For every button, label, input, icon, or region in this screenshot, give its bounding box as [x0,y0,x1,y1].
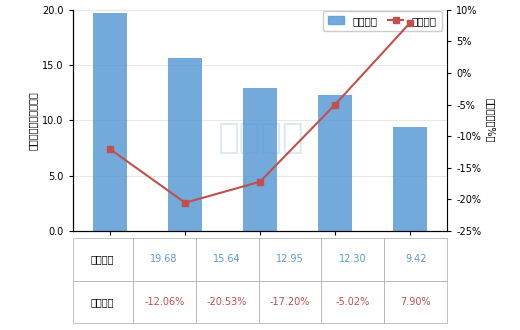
Text: -5.02%: -5.02% [336,297,370,307]
Text: -20.53%: -20.53% [207,297,247,307]
Text: 12.95: 12.95 [276,254,304,264]
Text: 艾石研究: 艾石研究 [217,121,303,155]
Bar [393,127,426,231]
Text: -17.20%: -17.20% [270,297,310,307]
Bar [318,95,352,231]
Text: 19.68: 19.68 [150,254,178,264]
Legend: 进口金额, 同比增速: 进口金额, 同比增速 [323,11,442,31]
Text: 进口金额: 进口金额 [91,254,114,264]
Bar [243,88,277,231]
Text: 7.90%: 7.90% [400,297,431,307]
Text: 12.30: 12.30 [339,254,367,264]
Y-axis label: 同比增速（%）: 同比增速（%） [486,98,496,143]
Text: 9.42: 9.42 [405,254,426,264]
Y-axis label: 进口金额（百万美元）: 进口金额（百万美元） [28,91,38,150]
Bar [168,58,202,231]
Text: 15.64: 15.64 [213,254,241,264]
Text: 同比增长: 同比增长 [91,297,114,307]
Text: -12.06%: -12.06% [144,297,184,307]
Bar [94,14,127,231]
